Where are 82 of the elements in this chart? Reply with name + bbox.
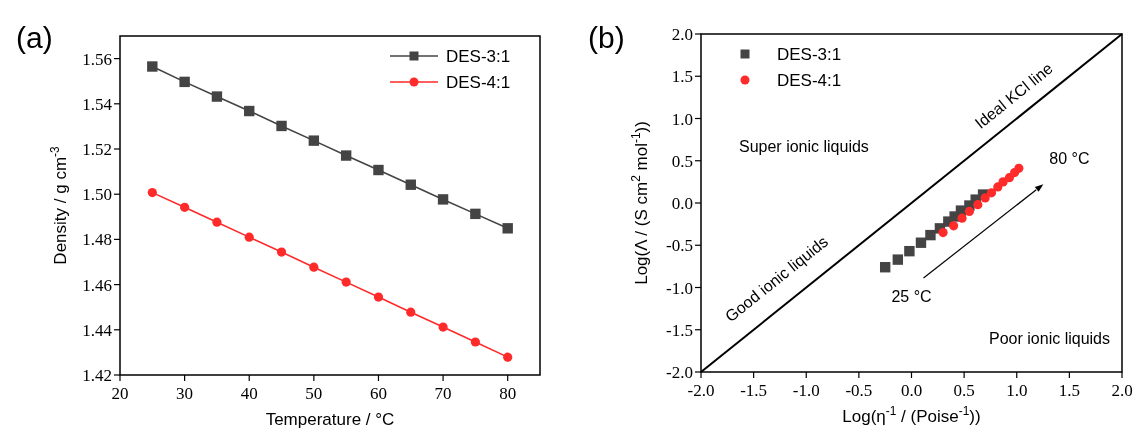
point xyxy=(244,232,254,242)
point xyxy=(309,262,319,272)
point xyxy=(276,247,287,257)
y-tick-label: 1.48 xyxy=(82,230,112,250)
annotation: 25 °C xyxy=(891,287,932,305)
x-tick-label: -1.5 xyxy=(740,381,768,400)
point xyxy=(308,135,320,146)
x-axis-title: Temperature / °C xyxy=(265,410,395,429)
point xyxy=(973,200,983,210)
x-tick-label: 1.0 xyxy=(1006,381,1028,400)
point xyxy=(373,292,384,302)
x-tick-label: 2.0 xyxy=(1111,381,1133,400)
y-tick-label: 1.46 xyxy=(82,275,112,295)
point xyxy=(892,254,904,265)
y-tick-label: -1.0 xyxy=(666,278,693,298)
point xyxy=(147,188,157,198)
point xyxy=(470,337,480,347)
point xyxy=(405,179,416,190)
y-tick-label: 1.44 xyxy=(82,320,113,340)
point xyxy=(1014,163,1024,173)
legend-label: DES-3:1 xyxy=(446,47,511,66)
point xyxy=(211,91,223,102)
y-tick-label: 1.0 xyxy=(671,109,693,129)
y-tick-label: 1.50 xyxy=(82,185,112,205)
x-tick-label: 30 xyxy=(176,384,194,403)
x-tick-label: 70 xyxy=(434,384,452,403)
x-tick-label: 0.0 xyxy=(900,381,923,400)
point xyxy=(470,208,481,220)
x-tick-label: -2.0 xyxy=(687,381,715,400)
y-tick-label: -2.0 xyxy=(666,363,693,382)
point xyxy=(957,213,967,223)
legend-label: DES-3:1 xyxy=(777,45,842,64)
y-tick-label: 1.5 xyxy=(671,67,693,87)
point xyxy=(904,245,915,257)
x-tick-label: 40 xyxy=(240,384,258,403)
point xyxy=(980,193,990,203)
point xyxy=(276,120,287,132)
annotation: 80 °C xyxy=(1049,150,1090,168)
y-tick-label: 1.54 xyxy=(82,94,113,114)
x-tick-label: 1.5 xyxy=(1058,381,1080,400)
point xyxy=(949,221,959,231)
y-tick-label: 1.56 xyxy=(82,49,112,69)
annotation: Poor ionic liquids xyxy=(989,330,1110,347)
point xyxy=(938,227,948,238)
point xyxy=(915,237,927,248)
x-tick-label: 80 xyxy=(499,384,517,403)
point xyxy=(925,229,936,241)
y-tick-label: 1.42 xyxy=(82,366,112,385)
point xyxy=(341,277,351,287)
point xyxy=(180,202,190,212)
y-tick-label: 0.0 xyxy=(671,194,693,213)
point xyxy=(179,76,190,88)
point xyxy=(147,61,158,72)
x-tick-label: 20 xyxy=(111,384,129,403)
x-tick-label: -1.0 xyxy=(792,381,820,400)
point xyxy=(244,105,255,117)
x-axis-title: Log(η$^{-1}$ / (Poise$^{-1}$)) xyxy=(842,404,981,426)
chart-title: (b) xyxy=(588,21,625,54)
x-tick-label: 60 xyxy=(369,384,387,403)
point xyxy=(373,164,384,176)
point xyxy=(986,188,997,198)
annotation: Super ionic liquids xyxy=(739,138,869,155)
point xyxy=(406,307,416,317)
x-tick-label: -0.5 xyxy=(845,381,873,400)
point xyxy=(503,352,513,362)
point xyxy=(879,262,891,273)
point xyxy=(438,322,448,332)
point xyxy=(212,217,222,227)
y-tick-label: 1.52 xyxy=(82,140,112,159)
y-tick-label: -1.5 xyxy=(666,320,693,340)
chart-title: (a) xyxy=(16,21,53,54)
legend-label: DES-4:1 xyxy=(777,71,842,90)
point xyxy=(964,206,974,217)
x-tick-label: 0.5 xyxy=(953,381,975,400)
point xyxy=(502,223,513,234)
x-tick-label: 50 xyxy=(305,384,323,403)
legend-label: DES-4:1 xyxy=(446,73,511,92)
y-tick-label: 0.5 xyxy=(671,151,693,171)
y-tick-label: 2.0 xyxy=(671,25,693,44)
point xyxy=(340,150,352,161)
point xyxy=(437,194,449,205)
y-tick-label: -0.5 xyxy=(666,236,693,256)
